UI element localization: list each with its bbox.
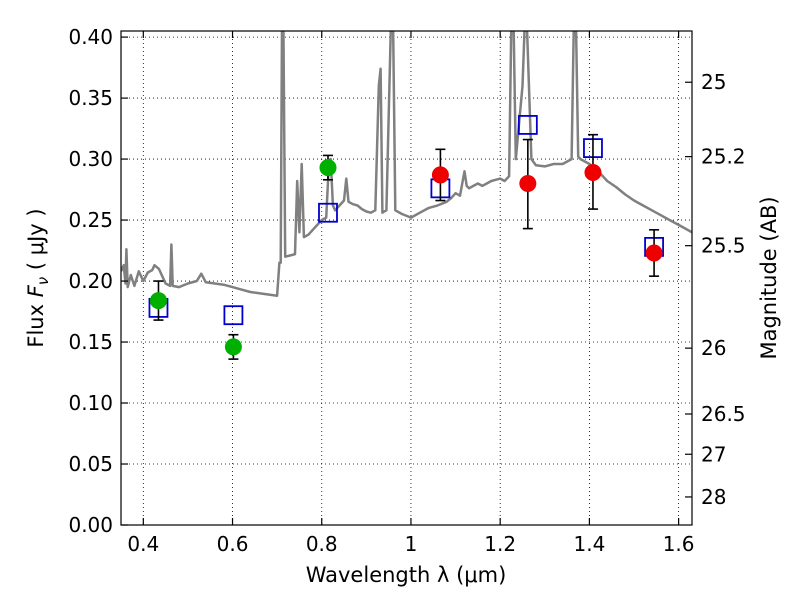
measured-point	[224, 338, 242, 356]
measured-point	[584, 163, 602, 181]
y-tick-label: 0.30	[68, 147, 113, 171]
spectrum-line	[121, 31, 692, 297]
measured-point	[431, 166, 449, 184]
model-boxes	[148, 115, 664, 326]
x-tick-label: 0.4	[127, 532, 159, 556]
grid	[121, 31, 692, 526]
plot-area	[121, 31, 692, 360]
model-point	[517, 115, 538, 135]
y2-tick-label: 28	[701, 485, 726, 509]
plot-frame	[120, 30, 693, 526]
y-tick-label: 0.25	[68, 208, 113, 232]
x-tick-label: 1.4	[573, 532, 605, 556]
tick-labels: 0.4 0.6 0.8 1 1.2 1.4 1.6 0.00 0.05 0.10 0.15 0.20 0…	[68, 25, 745, 556]
y2-tick-label: 27	[701, 442, 726, 466]
x-tick-label: 1.2	[484, 532, 516, 556]
x-tick-label: 0.8	[306, 532, 338, 556]
y2-tick-label: 25	[701, 70, 726, 94]
measured-points	[149, 159, 663, 356]
y2-tick-label: 26.5	[701, 402, 746, 426]
y2-tick-label: 25.2	[701, 145, 746, 169]
y-axis-label: Flux Fν ( μJy )	[24, 208, 52, 347]
measured-point	[519, 174, 537, 192]
y-tick-label: 0.05	[68, 452, 113, 476]
x-tick-label: 0.6	[217, 532, 249, 556]
y2-tick-label: 25.5	[701, 234, 746, 258]
y-tick-label: 0.20	[68, 269, 113, 293]
measured-point	[645, 244, 663, 262]
y-tick-label: 0.40	[68, 25, 113, 49]
y-axis-label-subscript: ν	[34, 277, 52, 285]
model-point	[223, 305, 244, 326]
y-axis-label-suffix: ( μJy )	[24, 208, 48, 276]
y-axis-label-symbol: F	[24, 284, 48, 297]
x-axis-label: Wavelength λ (μm)	[306, 563, 507, 587]
y-tick-label: 0.15	[68, 330, 113, 354]
measured-point	[319, 159, 337, 177]
x-tick-label: 1.6	[663, 532, 695, 556]
measured-point	[149, 292, 167, 310]
x-tick-label: 1	[405, 532, 418, 556]
y2-axis-label: Magnitude (AB)	[757, 196, 781, 359]
y-axis-label-prefix: Flux	[24, 297, 48, 347]
y-tick-label: 0.10	[68, 391, 113, 415]
y-tick-label: 0.35	[68, 86, 113, 110]
ticks	[121, 31, 692, 526]
y-tick-label: 0.00	[68, 513, 113, 537]
error-bars	[153, 133, 660, 360]
y2-tick-label: 26	[701, 336, 726, 360]
model-point	[318, 202, 338, 223]
